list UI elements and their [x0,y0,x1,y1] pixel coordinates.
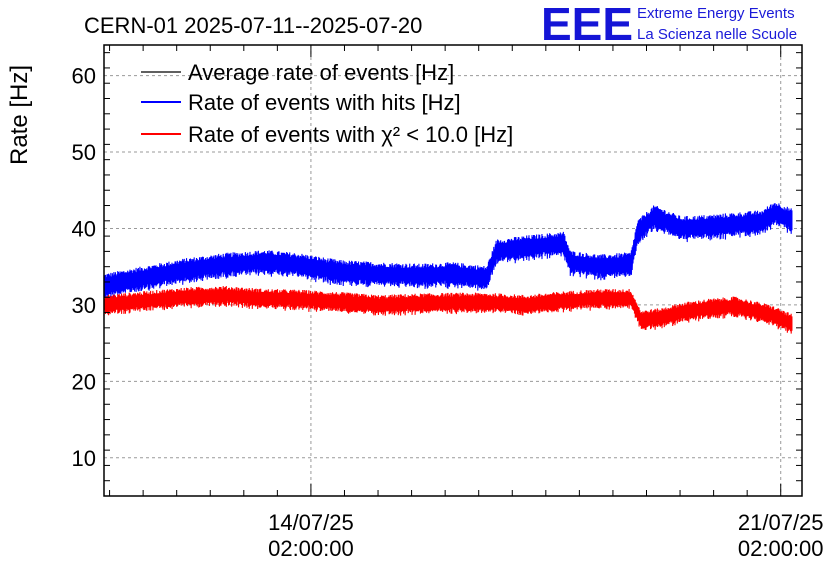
x-tick-label-1-time: 02:00:00 [738,536,824,561]
y-tick-label-30: 30 [72,293,96,318]
y-tick-label-40: 40 [72,216,96,241]
legend-label-1: Rate of events with hits [Hz] [188,90,461,115]
x-tick-label-0-date: 14/07/25 [268,510,354,535]
series-1-line [103,203,793,299]
eee-logo: EEE Extreme Energy Events La Scienza nel… [541,0,797,50]
legend-label-2: Rate of events with χ² < 10.0 [Hz] [188,122,513,147]
legend: Average rate of events [Hz] Rate of event… [141,60,513,147]
eee-logo-mark: EEE [541,0,633,50]
y-tick-label-50: 50 [72,140,96,165]
x-tick-label-1-date: 21/07/25 [738,510,824,535]
y-tick-label-10: 10 [72,446,96,471]
chart-title: CERN-01 2025-07-11--2025-07-20 [84,13,422,38]
legend-label-0: Average rate of events [Hz] [188,60,454,85]
eee-logo-line1: Extreme Energy Events [637,5,795,22]
plot-frame [103,44,803,497]
axis-ticks: 10203040506014/07/2502:00:0021/07/2502:0… [72,45,824,561]
y-tick-label-20: 20 [72,369,96,394]
series-layer [103,203,793,334]
y-tick-label-60: 60 [72,64,96,89]
series-2-line [103,285,793,334]
eee-logo-line2: La Scienza nelle Scuole [637,26,797,43]
y-axis-label: Rate [Hz] [6,65,33,165]
x-tick-label-0-time: 02:00:00 [268,536,354,561]
plot-frame-rect [103,44,803,497]
